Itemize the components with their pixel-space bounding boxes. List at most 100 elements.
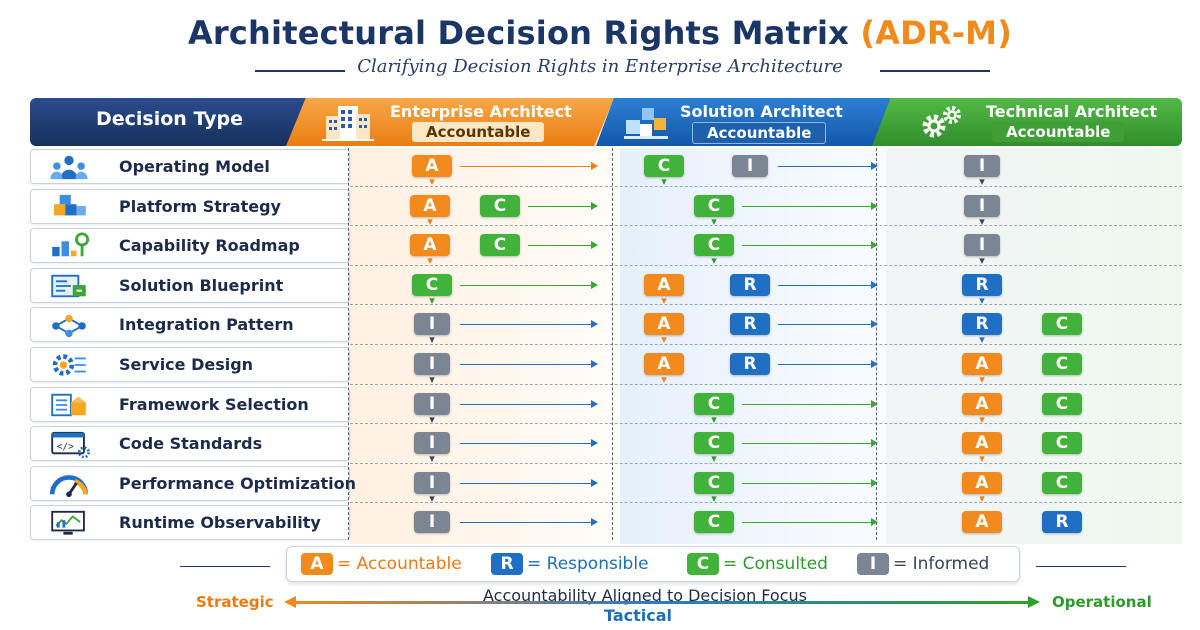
matrix-row: Framework Selection I ▾ C ▾ A C ▾ (30, 386, 1182, 422)
legend-c-text: = Consulted (723, 554, 828, 574)
row-label-text: Operating Model (119, 157, 270, 176)
matrix-row: Capability Roadmap A C ▾ C ▾ I ▾ (30, 227, 1182, 263)
raci-badge-c: C (1042, 313, 1082, 335)
matrix-row: Integration Pattern I ▾ A R ▾ R C ▾ (30, 306, 1182, 342)
flow-arrow (460, 324, 596, 325)
row-label-cell: Operating Model (30, 149, 350, 184)
raci-badge-i: I (414, 432, 450, 454)
enterprise-architect-tag: Accountable (412, 122, 544, 142)
matrix-row: Service Design I ▾ A R ▾ A C ▾ (30, 346, 1182, 382)
raci-badge-a: A (962, 511, 1002, 533)
row-separator (350, 384, 1182, 385)
flow-arrow (460, 285, 596, 286)
gauge-icon (47, 470, 91, 498)
blueprint-icon (47, 272, 91, 300)
raci-badge-c: C (412, 274, 452, 296)
row-label-text: Integration Pattern (119, 315, 294, 334)
column-divider (348, 148, 349, 540)
raci-badge-a: A (962, 472, 1002, 494)
raci-badge-a: A (644, 353, 684, 375)
enterprise-architect-name: Enterprise Architect (390, 102, 572, 121)
row-label-text: Solution Blueprint (119, 276, 283, 295)
legend-a-badge: A (301, 553, 333, 575)
row-label-cell: Service Design (30, 347, 350, 382)
row-label-cell: Solution Blueprint (30, 268, 350, 303)
axis-tactical-label: Tactical (0, 606, 1200, 625)
service-gear-icon (47, 351, 91, 379)
raci-badge-i: I (964, 195, 1000, 217)
row-separator (350, 502, 1182, 503)
raci-badge-c: C (480, 195, 520, 217)
raci-badge-i: I (964, 155, 1000, 177)
row-separator (350, 304, 1182, 305)
row-label-text: Service Design (119, 355, 253, 374)
row-label-cell: </> Code Standards (30, 426, 350, 461)
flow-arrow (742, 522, 876, 523)
blocks-icon (622, 102, 670, 142)
legend-rule-left (180, 566, 270, 567)
raci-badge-c: C (694, 393, 734, 415)
decision-type-label: Decision Type (96, 108, 243, 130)
decision-matrix: Operating Model A ▾ C I ▾ I ▾ Platform Strategy A… (30, 148, 1182, 546)
row-label-cell: Performance Optimization (30, 466, 350, 501)
flow-arrow (778, 364, 876, 365)
office-building-icon (320, 102, 376, 142)
row-label-cell: Integration Pattern (30, 307, 350, 342)
raci-badge-c: C (1042, 432, 1082, 454)
axis-gradient-arrow (292, 601, 1030, 604)
code-window-icon: </> (47, 430, 91, 458)
flow-arrow (778, 324, 876, 325)
matrix-row: Performance Optimization I ▾ C ▾ A C ▾ (30, 465, 1182, 501)
legend-rule-right (1036, 566, 1126, 567)
matrix-header: Decision Type Enterprise Architect Accou… (30, 98, 1182, 146)
flow-arrow (742, 245, 876, 246)
legend-i-text: = Informed (893, 554, 989, 574)
raci-badge-i: I (414, 472, 450, 494)
raci-badge-i: I (732, 155, 768, 177)
flow-arrow (460, 443, 596, 444)
row-label-text: Platform Strategy (119, 197, 281, 216)
flow-arrow (742, 443, 876, 444)
matrix-row: Runtime Observability I C A R (30, 504, 1182, 540)
raci-badge-a: A (644, 274, 684, 296)
raci-badge-i: I (414, 353, 450, 375)
row-separator (350, 186, 1182, 187)
row-separator (350, 225, 1182, 226)
column-divider (612, 148, 613, 540)
raci-badge-a: A (412, 155, 452, 177)
raci-badge-c: C (694, 511, 734, 533)
subtitle-rule-right (880, 70, 990, 72)
flow-arrow (778, 166, 876, 167)
raci-badge-c: C (1042, 393, 1082, 415)
raci-badge-i: I (964, 234, 1000, 256)
monitor-chart-icon (47, 509, 91, 537)
row-separator (350, 463, 1182, 464)
enterprise-architect-header: Enterprise Architect Accountable (286, 98, 614, 146)
legend-a-text: = Accountable (337, 554, 462, 574)
column-divider (876, 148, 877, 540)
raci-badge-c: C (694, 195, 734, 217)
technical-architect-header: Technical Architect Accountable (872, 98, 1182, 146)
row-label-cell: Framework Selection (30, 387, 350, 422)
row-separator (350, 265, 1182, 266)
raci-badge-c: C (644, 155, 684, 177)
row-label-text: Code Standards (119, 434, 262, 453)
flow-arrow (528, 245, 596, 246)
gears-icon (920, 104, 966, 140)
raci-badge-r: R (730, 353, 770, 375)
row-label-text: Runtime Observability (119, 513, 321, 532)
flow-arrow (742, 206, 876, 207)
raci-badge-r: R (730, 274, 770, 296)
row-label-cell: Capability Roadmap (30, 228, 350, 263)
raci-badge-a: A (644, 313, 684, 335)
roadmap-pin-icon (47, 232, 91, 260)
people-network-icon (47, 153, 91, 181)
legend-c-badge: C (687, 553, 719, 575)
matrix-row: Platform Strategy A C ▾ C ▾ I ▾ (30, 188, 1182, 224)
flow-arrow (460, 483, 596, 484)
raci-badge-a: A (410, 234, 450, 256)
title-main: Architectural Decision Rights Matrix (188, 14, 849, 52)
raci-badge-a: A (962, 353, 1002, 375)
matrix-row: </> Code Standards I ▾ C ▾ A C ▾ (30, 425, 1182, 461)
row-label-cell: Runtime Observability (30, 505, 350, 540)
